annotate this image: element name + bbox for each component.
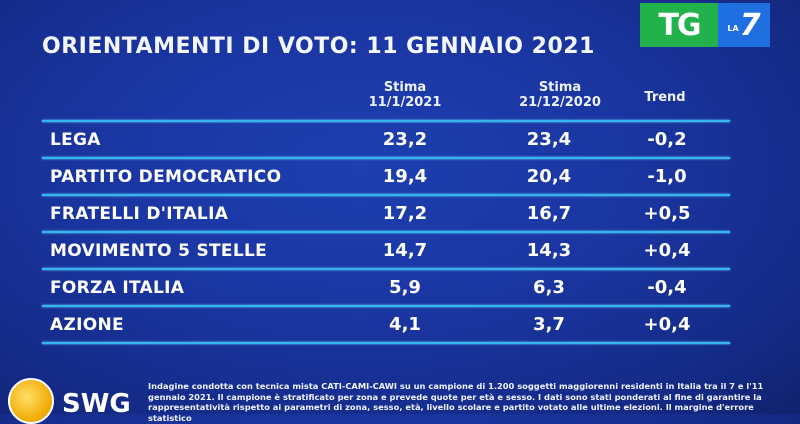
trend-value: +0,5: [643, 203, 691, 224]
estimate-current: 14,7: [382, 240, 428, 261]
table-row: FORZA ITALIA 5,9 6,3 -0,4: [42, 271, 730, 307]
estimate-current: 19,4: [382, 166, 428, 187]
estimate-previous: 23,4: [526, 129, 572, 150]
divider: [42, 268, 730, 270]
divider: [42, 157, 730, 159]
party-name: AZIONE: [50, 315, 124, 335]
party-name: FRATELLI D'ITALIA: [50, 204, 229, 224]
tg-la7-logo: TG LA 7: [640, 3, 770, 47]
estimate-current: 23,2: [382, 129, 428, 150]
trend-value: -0,4: [647, 277, 687, 298]
tg-logo-mark: TG: [640, 3, 718, 47]
column-header-current: Stima 11/1/2021: [368, 80, 442, 110]
trend-value: +0,4: [643, 240, 691, 261]
table-row: FRATELLI D'ITALIA 17,2 16,7 +0,5: [42, 197, 730, 233]
divider: [42, 120, 730, 122]
divider: [42, 305, 730, 307]
column-header-previous: Stima 21/12/2020: [519, 80, 601, 110]
la7-logo-mark: LA 7: [718, 3, 770, 47]
party-name: PARTITO DEMOCRATICO: [50, 167, 282, 187]
estimate-current: 17,2: [382, 203, 428, 224]
table-row: MOVIMENTO 5 STELLE 14,7 14,3 +0,4: [42, 234, 730, 270]
estimate-previous: 3,7: [533, 314, 565, 335]
estimate-current: 4,1: [389, 314, 421, 335]
globe-icon: [8, 378, 54, 424]
table-row: PARTITO DEMOCRATICO 19,4 20,4 -1,0: [42, 160, 730, 196]
swg-logo: SWG: [8, 378, 131, 424]
party-name: FORZA ITALIA: [50, 278, 185, 298]
trend-value: -0,2: [647, 129, 687, 150]
methodology-note: Indagine condotta con tecnica mista CATI…: [148, 381, 764, 423]
divider: [42, 231, 730, 233]
party-name: MOVIMENTO 5 STELLE: [50, 241, 267, 261]
table-row: LEGA 23,2 23,4 -0,2: [42, 123, 730, 159]
trend-value: -1,0: [647, 166, 687, 187]
estimate-current: 5,9: [389, 277, 421, 298]
estimate-previous: 20,4: [526, 166, 572, 187]
divider: [42, 194, 730, 196]
divider: [42, 342, 730, 344]
party-name: LEGA: [50, 130, 101, 150]
table-row: AZIONE 4,1 3,7 +0,4: [42, 308, 730, 344]
estimate-previous: 6,3: [533, 277, 565, 298]
column-header-trend: Trend: [644, 90, 686, 105]
trend-value: +0,4: [643, 314, 691, 335]
page-title: ORIENTAMENTI DI VOTO: 11 GENNAIO 2021: [42, 34, 595, 59]
estimate-previous: 16,7: [526, 203, 572, 224]
estimate-previous: 14,3: [526, 240, 572, 261]
